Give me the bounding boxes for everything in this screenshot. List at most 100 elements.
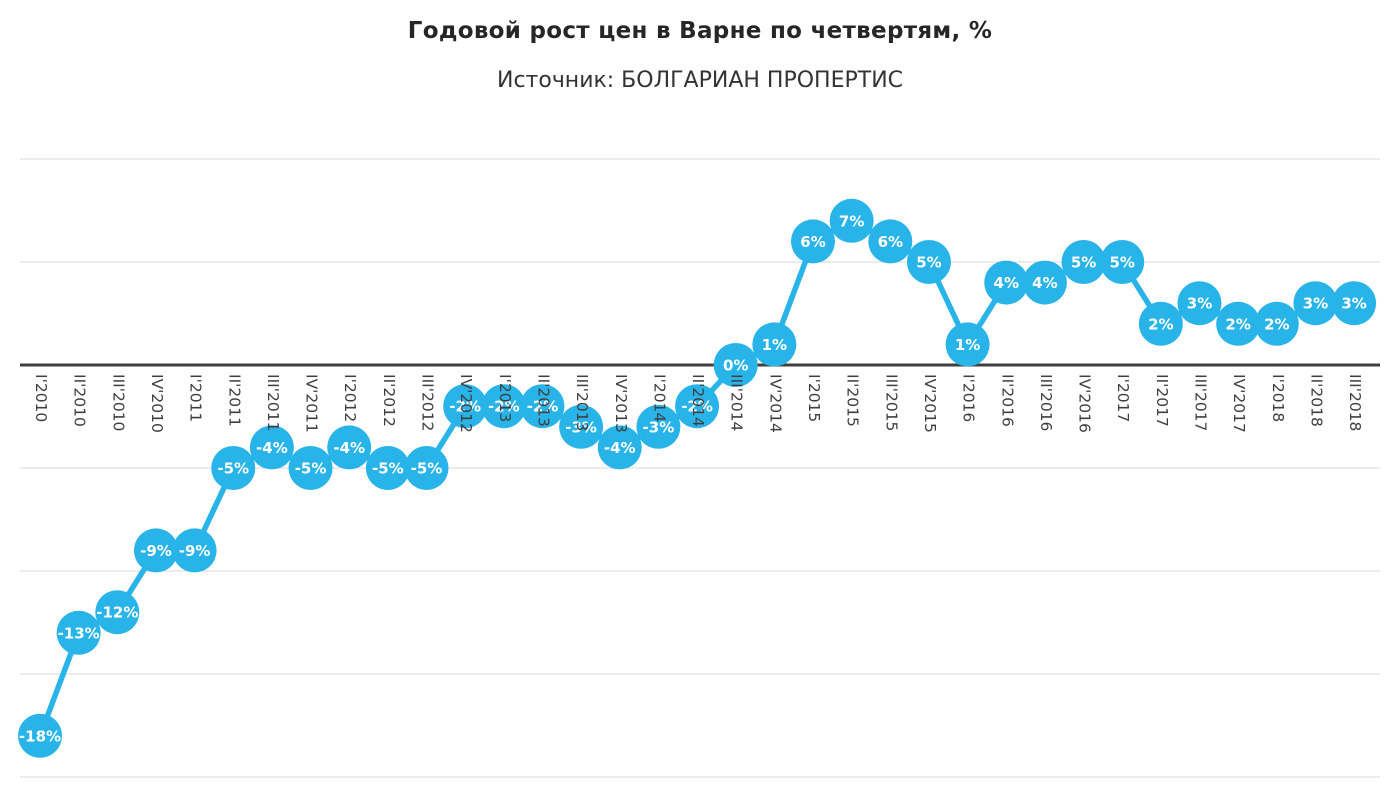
data-point-label: 3% — [1187, 295, 1212, 313]
x-axis-label: III'2015 — [882, 374, 900, 431]
data-point-marker — [288, 446, 333, 490]
data-point-label: -2% — [488, 398, 520, 416]
data-point-marker — [95, 590, 140, 635]
data-point-marker — [752, 322, 797, 367]
x-axis-label: II'2018 — [1307, 374, 1325, 427]
data-point-marker — [1293, 281, 1338, 326]
x-axis-label: I'2018 — [1269, 374, 1287, 422]
data-point-marker — [172, 528, 217, 573]
data-point-label: -9% — [179, 542, 211, 560]
data-point-marker — [906, 240, 951, 284]
x-axis-label: I'2011 — [187, 374, 205, 422]
data-point-marker — [18, 713, 62, 758]
data-point-label: 7% — [839, 212, 864, 230]
x-axis-label: III'2013 — [573, 374, 591, 431]
data-point-label: -5% — [295, 460, 327, 478]
data-point-label: -4% — [256, 439, 288, 457]
x-axis-label: IV'2017 — [1230, 374, 1248, 433]
data-point-label: 5% — [916, 254, 941, 272]
data-point-marker — [675, 384, 720, 429]
data-point-marker — [365, 446, 410, 490]
data-point-marker — [481, 384, 526, 429]
data-point-label: -9% — [140, 542, 172, 560]
data-point-marker — [404, 446, 449, 490]
data-point-marker — [1254, 301, 1299, 346]
data-point-marker — [984, 260, 1029, 305]
data-point-label: 2% — [1264, 315, 1289, 333]
data-point-marker — [636, 404, 681, 449]
data-point-marker — [520, 384, 565, 429]
chart-subtitle: Источник: БОЛГАРИАН ПРОПЕРТИС — [496, 68, 904, 93]
data-point-label: 6% — [878, 233, 903, 251]
x-axis-label: I'2016 — [960, 374, 978, 422]
x-axis-label: IV'2016 — [1076, 374, 1094, 433]
data-point-label: -12% — [96, 604, 138, 622]
data-point-marker — [443, 384, 488, 429]
data-point-marker — [597, 425, 642, 470]
x-axis-label: IV'2012 — [457, 374, 475, 433]
x-axis-label: II'2013 — [534, 374, 552, 427]
x-axis-label: I'2015 — [805, 374, 823, 422]
x-axis-label: I'2017 — [1114, 374, 1132, 422]
x-axis-label: IV'2011 — [303, 374, 321, 433]
x-axis-label: II'2010 — [71, 374, 89, 427]
data-point-label: -3% — [565, 418, 597, 436]
data-point-label: -5% — [372, 460, 404, 478]
x-axis-label: III'2011 — [264, 374, 282, 431]
data-point-label: 1% — [762, 336, 787, 354]
x-axis-label: II'2012 — [380, 374, 398, 427]
data-point-label: -3% — [643, 418, 675, 436]
x-axis-label: III'2014 — [728, 374, 746, 431]
chart-header: Годовой рост цен в Варне по четвертям, %… — [0, 18, 1400, 93]
data-point-label: 2% — [1225, 315, 1250, 333]
chart-title: Годовой рост цен в Варне по четвертям, % — [407, 18, 993, 44]
data-point-label: -4% — [333, 439, 365, 457]
data-point-label: 6% — [800, 233, 825, 251]
data-point-marker — [249, 425, 294, 470]
data-point-marker — [791, 219, 835, 264]
data-point-label: 3% — [1303, 295, 1328, 313]
x-axis-label: I'2013 — [496, 374, 514, 422]
data-point-marker — [1100, 240, 1145, 284]
x-axis-label: IV'2015 — [921, 374, 939, 433]
x-axis-label: III'2012 — [419, 374, 437, 431]
data-point-label: -2% — [681, 398, 713, 416]
x-axis-label: I'2010 — [32, 374, 50, 422]
x-axis-label: III'2018 — [1346, 374, 1364, 431]
data-point-label: 5% — [1109, 254, 1134, 272]
data-point-marker — [1216, 301, 1261, 346]
x-axis-label: II'2016 — [998, 374, 1016, 427]
data-point-label: 4% — [1032, 274, 1057, 292]
x-axis-label: III'2010 — [109, 374, 127, 431]
data-point-label: 0% — [723, 357, 748, 375]
x-axis-label: III'2017 — [1192, 374, 1210, 431]
data-point-label: -5% — [217, 460, 249, 478]
data-point-marker — [1332, 281, 1377, 326]
data-point-label: 3% — [1341, 295, 1366, 313]
x-axis-label: I'2014 — [650, 374, 668, 422]
x-axis-label: I'2012 — [341, 374, 359, 422]
data-point-label: -5% — [411, 460, 443, 478]
data-point-label: -2% — [449, 398, 481, 416]
data-point-marker — [945, 322, 990, 367]
x-axis-label: IV'2010 — [148, 374, 166, 433]
data-point-label: 2% — [1148, 315, 1173, 333]
x-axis-label: IV'2013 — [612, 374, 630, 433]
data-point-marker — [1061, 240, 1106, 284]
x-axis-label: II'2014 — [689, 374, 707, 427]
data-point-marker — [56, 610, 101, 655]
data-point-label: -2% — [527, 398, 559, 416]
x-axis-label: II'2015 — [844, 374, 862, 427]
data-point-label: -13% — [58, 624, 100, 642]
data-point-marker — [211, 446, 256, 490]
x-axis-label: III'2016 — [1037, 374, 1055, 431]
data-point-marker — [1022, 260, 1067, 305]
data-point-marker — [1138, 301, 1183, 346]
data-point-label: 1% — [955, 336, 980, 354]
data-point-marker — [713, 343, 758, 387]
data-point-marker — [559, 404, 604, 449]
data-point-marker — [327, 425, 372, 470]
data-point-label: -4% — [604, 439, 636, 457]
